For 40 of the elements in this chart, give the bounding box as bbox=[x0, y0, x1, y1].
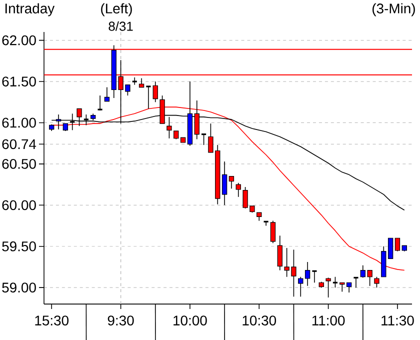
candlestick bbox=[200, 133, 207, 146]
x-tick-label: 10:00 bbox=[174, 316, 207, 326]
candlestick bbox=[304, 262, 310, 286]
candlestick bbox=[298, 276, 304, 298]
text: (Left) bbox=[101, 3, 132, 16]
candlestick bbox=[352, 276, 360, 288]
candlestick bbox=[374, 276, 380, 288]
candlestick bbox=[222, 161, 228, 206]
candlestick bbox=[277, 235, 282, 271]
candlestick bbox=[145, 86, 152, 110]
candlestick bbox=[132, 76, 138, 86]
y-tick-label: 59.50 bbox=[2, 241, 36, 252]
candlestick bbox=[332, 276, 338, 288]
candlestick bbox=[228, 176, 234, 190]
y-tick-label: 62.00 bbox=[2, 35, 36, 46]
y-tick-label: 60.00 bbox=[2, 200, 36, 210]
candlestick bbox=[346, 282, 352, 293]
x-tick-label: 9:30 bbox=[108, 316, 134, 326]
x-tick-label: 11:00 bbox=[312, 316, 345, 326]
candlestick bbox=[394, 238, 400, 252]
x-tick-label: 10:30 bbox=[242, 316, 276, 326]
candlestick bbox=[311, 270, 318, 284]
text: (3-Min) bbox=[372, 3, 415, 16]
candlestick bbox=[104, 86, 110, 102]
candlestick bbox=[262, 220, 270, 226]
y-tick-label: 61.50 bbox=[2, 76, 36, 86]
candlestick bbox=[270, 220, 276, 244]
x-tick-label: 15:30 bbox=[35, 316, 69, 326]
candlestick bbox=[96, 95, 104, 111]
y-tick-label: 60.74 bbox=[2, 139, 36, 150]
candlestick bbox=[236, 182, 241, 198]
candlestick bbox=[138, 78, 144, 88]
candlestick bbox=[152, 81, 158, 103]
y-tick-label: 59.00 bbox=[2, 282, 36, 293]
ref-line-label: 8/31 bbox=[108, 21, 133, 31]
chart-title: Intraday bbox=[5, 3, 55, 16]
x-tick-label: 11:30 bbox=[382, 316, 414, 326]
y-tick-label: 60.50 bbox=[2, 158, 36, 169]
candlestick bbox=[326, 277, 331, 298]
y-tick-label: 61.00 bbox=[2, 118, 36, 128]
